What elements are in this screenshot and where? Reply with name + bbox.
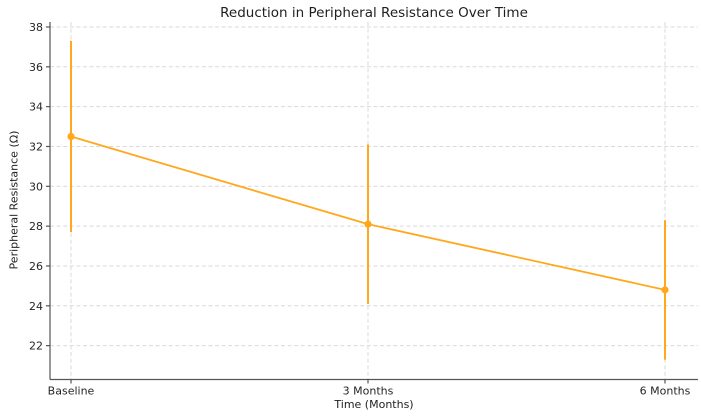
- data-series: [67, 132, 669, 294]
- y-tick-label: 28: [29, 220, 43, 233]
- data-point-marker: [661, 286, 669, 294]
- tick-labels: 22 24 26 28 30 32 34 36 38 Baseline 3 Months 6 Mont…: [29, 21, 691, 398]
- x-tick-label: 3 Months: [343, 385, 394, 398]
- y-tick-label: 26: [29, 260, 43, 273]
- data-point-marker: [364, 220, 372, 228]
- x-tick-label: 6 Months: [640, 385, 691, 398]
- data-point-marker: [67, 132, 75, 141]
- y-tick-label: 36: [29, 61, 43, 74]
- axes: [46, 22, 698, 384]
- gridlines: [50, 22, 698, 380]
- y-tick-label: 34: [29, 101, 43, 114]
- x-tick-label: Baseline: [48, 385, 95, 398]
- y-tick-label: 24: [29, 300, 43, 313]
- y-tick-label: 38: [29, 21, 43, 34]
- chart-title: Reduction in Peripheral Resistance Over …: [220, 5, 528, 21]
- y-tick-label: 22: [29, 340, 43, 353]
- y-axis-label: Peripheral Resistance (Ω): [7, 130, 21, 270]
- y-tick-label: 32: [29, 140, 43, 153]
- x-axis-label: Time (Months): [334, 398, 414, 411]
- y-tick-label: 30: [29, 180, 43, 193]
